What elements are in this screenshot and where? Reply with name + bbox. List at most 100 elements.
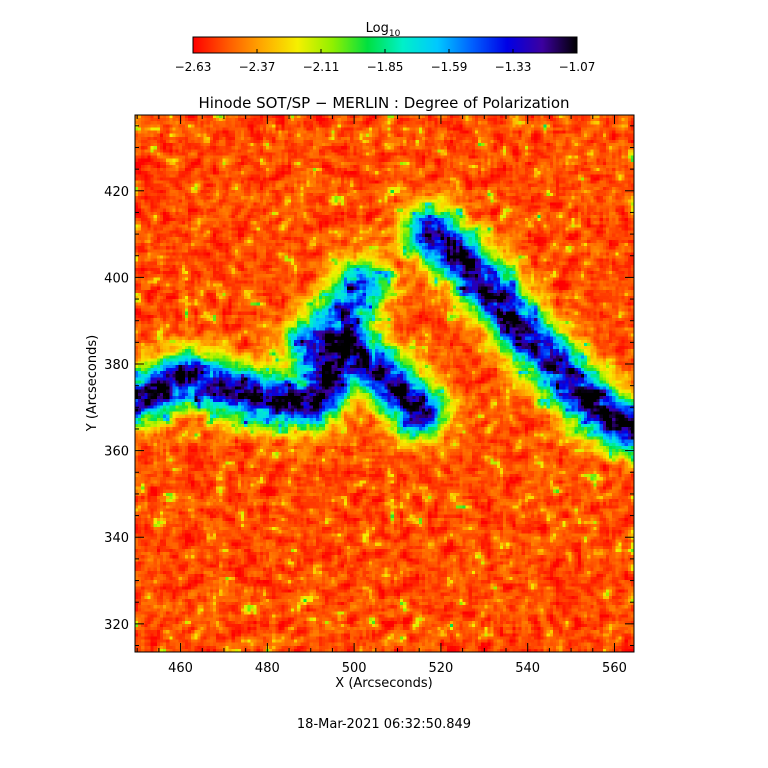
heatmap-cell — [228, 133, 232, 137]
heatmap-cell — [172, 161, 176, 166]
heatmap-cell — [141, 133, 145, 137]
heatmap-cell — [300, 164, 304, 169]
heatmap-cell — [599, 168, 603, 172]
heatmap-cell — [172, 171, 176, 175]
heatmap-cell — [325, 171, 329, 175]
heatmap-cell — [409, 115, 413, 119]
heatmap-cell — [521, 177, 525, 181]
heatmap-cell — [465, 186, 469, 190]
heatmap-cell — [537, 115, 541, 119]
heatmap-cell — [253, 189, 257, 194]
heatmap-cell — [428, 121, 432, 125]
heatmap-cell — [337, 115, 341, 119]
heatmap-cell — [309, 115, 313, 119]
heatmap-cell — [328, 202, 332, 206]
heatmap-cell — [231, 130, 235, 134]
heatmap-cell — [159, 130, 164, 134]
heatmap-cell — [209, 152, 214, 156]
heatmap-cell — [319, 158, 323, 162]
heatmap-cell — [403, 180, 407, 184]
heatmap-cell — [415, 118, 419, 122]
heatmap-cell — [340, 149, 345, 153]
heatmap-cell — [375, 155, 379, 159]
heatmap-cell — [194, 149, 198, 153]
heatmap-cell — [309, 196, 313, 200]
heatmap-cell — [219, 183, 223, 187]
heatmap-cell — [315, 208, 320, 212]
heatmap-cell — [527, 127, 532, 131]
heatmap-cell — [546, 133, 550, 137]
heatmap-cell — [602, 189, 606, 194]
heatmap-cell — [141, 205, 145, 209]
heatmap-cell — [191, 143, 195, 147]
heatmap-cell — [515, 171, 519, 175]
heatmap-cell — [449, 155, 454, 159]
heatmap-cell — [400, 183, 404, 187]
heatmap-cell — [269, 115, 273, 119]
heatmap-cell — [275, 208, 279, 212]
heatmap-cell — [527, 152, 532, 156]
heatmap-cell — [156, 171, 161, 175]
heatmap-cell — [294, 133, 298, 137]
heatmap-cell — [552, 133, 557, 137]
heatmap-cell — [537, 136, 541, 141]
heatmap-cell — [577, 121, 582, 125]
heatmap-cell — [309, 127, 313, 131]
heatmap-cell — [418, 205, 422, 209]
heatmap-cell — [278, 133, 282, 137]
heatmap-cell — [437, 118, 441, 122]
heatmap-cell — [596, 202, 600, 206]
heatmap-cell — [290, 161, 295, 166]
heatmap-cell — [244, 146, 248, 150]
heatmap-cell — [178, 202, 182, 206]
heatmap-cell — [203, 115, 207, 119]
heatmap-cell — [315, 171, 320, 175]
heatmap-cell — [546, 180, 550, 184]
heatmap-cell — [334, 208, 338, 212]
heatmap-cell — [356, 136, 360, 141]
heatmap-cell — [459, 208, 463, 212]
heatmap-cell — [194, 164, 198, 169]
heatmap-cell — [178, 205, 182, 209]
heatmap-cell — [347, 124, 351, 128]
heatmap-cell — [309, 118, 313, 122]
heatmap-cell — [540, 196, 544, 200]
heatmap-cell — [468, 196, 472, 200]
heatmap-cell — [512, 152, 516, 156]
heatmap-cell — [256, 155, 260, 159]
heatmap-cell — [362, 158, 366, 162]
heatmap-cell — [250, 199, 254, 203]
heatmap-cell — [315, 161, 320, 166]
heatmap-cell — [384, 130, 388, 134]
heatmap-cell — [521, 118, 525, 122]
heatmap-cell — [203, 152, 207, 156]
heatmap-cell — [169, 115, 173, 119]
heatmap-cell — [234, 124, 238, 128]
heatmap-cell — [559, 124, 563, 128]
heatmap-cell — [175, 118, 179, 122]
heatmap-cell — [474, 183, 479, 187]
heatmap-cell — [290, 168, 295, 172]
heatmap-cell — [343, 139, 348, 144]
heatmap-cell — [275, 143, 279, 147]
heatmap-cell — [459, 139, 463, 144]
heatmap-cell — [144, 177, 148, 181]
heatmap-cell — [156, 205, 161, 209]
heatmap-cell — [375, 158, 379, 162]
heatmap-cell — [312, 118, 316, 122]
heatmap-cell — [518, 143, 522, 147]
heatmap-cell — [297, 186, 301, 190]
heatmap-cell — [322, 196, 326, 200]
heatmap-cell — [359, 139, 363, 144]
heatmap-cell — [368, 180, 373, 184]
heatmap-cell — [627, 183, 631, 187]
heatmap-cell — [287, 146, 291, 150]
heatmap-cell — [565, 146, 569, 150]
heatmap-cell — [309, 183, 313, 187]
heatmap-cell — [156, 211, 161, 215]
heatmap-cell — [459, 143, 463, 147]
heatmap-cell — [624, 152, 628, 156]
heatmap-cell — [540, 183, 544, 187]
heatmap-cell — [175, 124, 179, 128]
heatmap-cell — [331, 115, 335, 119]
